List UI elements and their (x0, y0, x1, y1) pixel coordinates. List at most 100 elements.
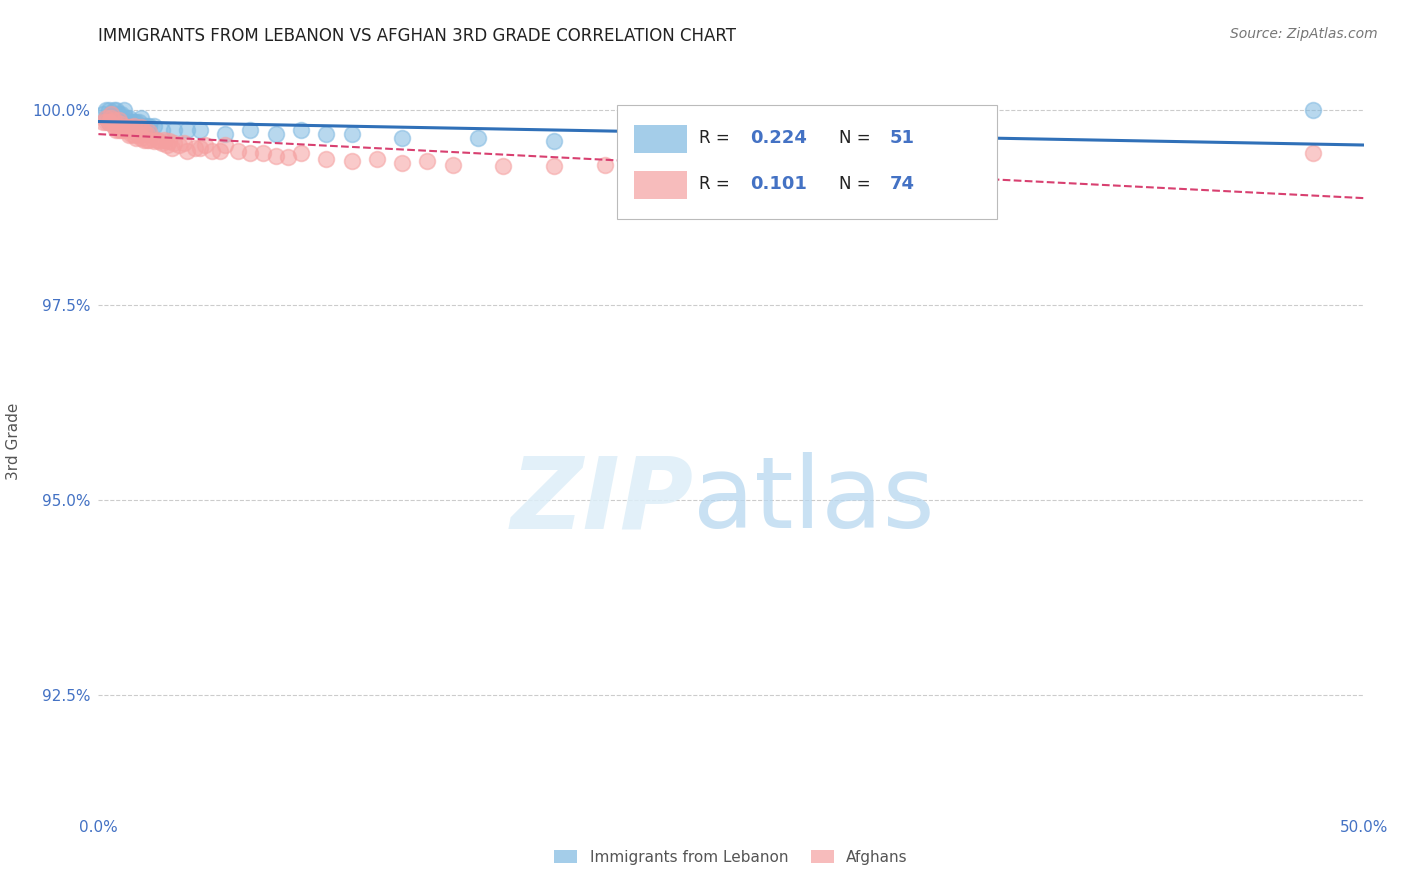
Point (94, 111, 117, 125)
Point (128, 123, 150, 137)
Point (103, 103, 125, 118)
Point (315, 152, 337, 166)
Point (467, 130, 489, 145)
Text: 0.101: 0.101 (751, 175, 807, 193)
Point (239, 146, 262, 161)
Point (135, 133, 157, 147)
Point (366, 152, 388, 166)
Point (100, 107, 122, 121)
Text: N =: N = (838, 129, 876, 147)
Point (110, 117, 132, 131)
Point (145, 133, 167, 147)
Text: R =: R = (699, 129, 735, 147)
Point (135, 127, 157, 141)
Point (125, 125, 148, 139)
Point (107, 123, 129, 137)
Point (143, 119, 166, 133)
Point (214, 138, 236, 153)
Point (105, 115, 128, 129)
Legend: Immigrants from Lebanon, Afghans: Immigrants from Lebanon, Afghans (548, 844, 914, 871)
Point (163, 136, 186, 150)
Point (131, 120, 153, 135)
Text: 51: 51 (889, 129, 914, 147)
Point (120, 115, 142, 129)
Point (644, 138, 666, 153)
Text: N =: N = (838, 175, 876, 193)
Point (118, 115, 141, 129)
Point (160, 141, 183, 155)
Point (208, 144, 231, 158)
Point (214, 127, 236, 141)
Text: IMMIGRANTS FROM LEBANON VS AFGHAN 3RD GRADE CORRELATION CHART: IMMIGRANTS FROM LEBANON VS AFGHAN 3RD GR… (98, 27, 737, 45)
Point (720, 138, 742, 153)
Point (115, 120, 138, 135)
Text: atlas: atlas (693, 452, 935, 549)
Point (97, 115, 120, 129)
Point (125, 130, 148, 145)
Point (120, 120, 142, 135)
Point (118, 120, 141, 135)
Point (115, 111, 138, 125)
Point (105, 115, 128, 129)
Point (290, 146, 312, 161)
Point (112, 103, 135, 118)
Point (93, 115, 115, 129)
Point (122, 128, 145, 143)
Point (94, 115, 117, 129)
Point (148, 135, 170, 149)
Point (122, 115, 145, 129)
Point (135, 119, 157, 133)
Point (100, 115, 122, 129)
Point (105, 103, 128, 118)
Point (1302, 146, 1324, 161)
Point (226, 144, 249, 158)
Point (169, 138, 191, 153)
Point (103, 115, 125, 129)
Point (252, 146, 274, 161)
Point (290, 123, 312, 137)
Point (110, 123, 132, 137)
Point (112, 120, 135, 135)
Point (97, 115, 120, 129)
Point (128, 115, 150, 129)
Point (1302, 103, 1324, 118)
Point (176, 123, 198, 137)
Point (110, 107, 132, 121)
Point (194, 138, 217, 153)
Point (107, 115, 129, 129)
Point (132, 119, 155, 133)
Point (120, 127, 142, 141)
Point (138, 119, 160, 133)
Point (97, 115, 120, 129)
Point (391, 156, 413, 170)
Point (93, 107, 115, 121)
Point (131, 130, 153, 145)
Point (183, 141, 205, 155)
Point (163, 123, 186, 137)
Point (340, 153, 363, 168)
Point (416, 153, 439, 168)
Text: Source: ZipAtlas.com: Source: ZipAtlas.com (1230, 27, 1378, 41)
Point (720, 164, 742, 178)
Point (112, 123, 135, 137)
Point (644, 161, 666, 176)
Text: 74: 74 (889, 175, 914, 193)
Point (157, 135, 180, 149)
Point (264, 127, 287, 141)
Point (97, 103, 120, 118)
Point (176, 144, 198, 158)
Point (264, 148, 287, 162)
Point (277, 150, 299, 164)
Point (173, 136, 195, 150)
Point (138, 125, 160, 139)
FancyBboxPatch shape (617, 104, 997, 219)
Point (315, 127, 337, 141)
Point (156, 138, 179, 153)
Point (150, 123, 173, 137)
Point (340, 127, 363, 141)
Point (125, 115, 148, 129)
Text: R =: R = (699, 175, 735, 193)
Point (132, 133, 155, 147)
Point (543, 135, 565, 149)
Point (132, 125, 155, 139)
